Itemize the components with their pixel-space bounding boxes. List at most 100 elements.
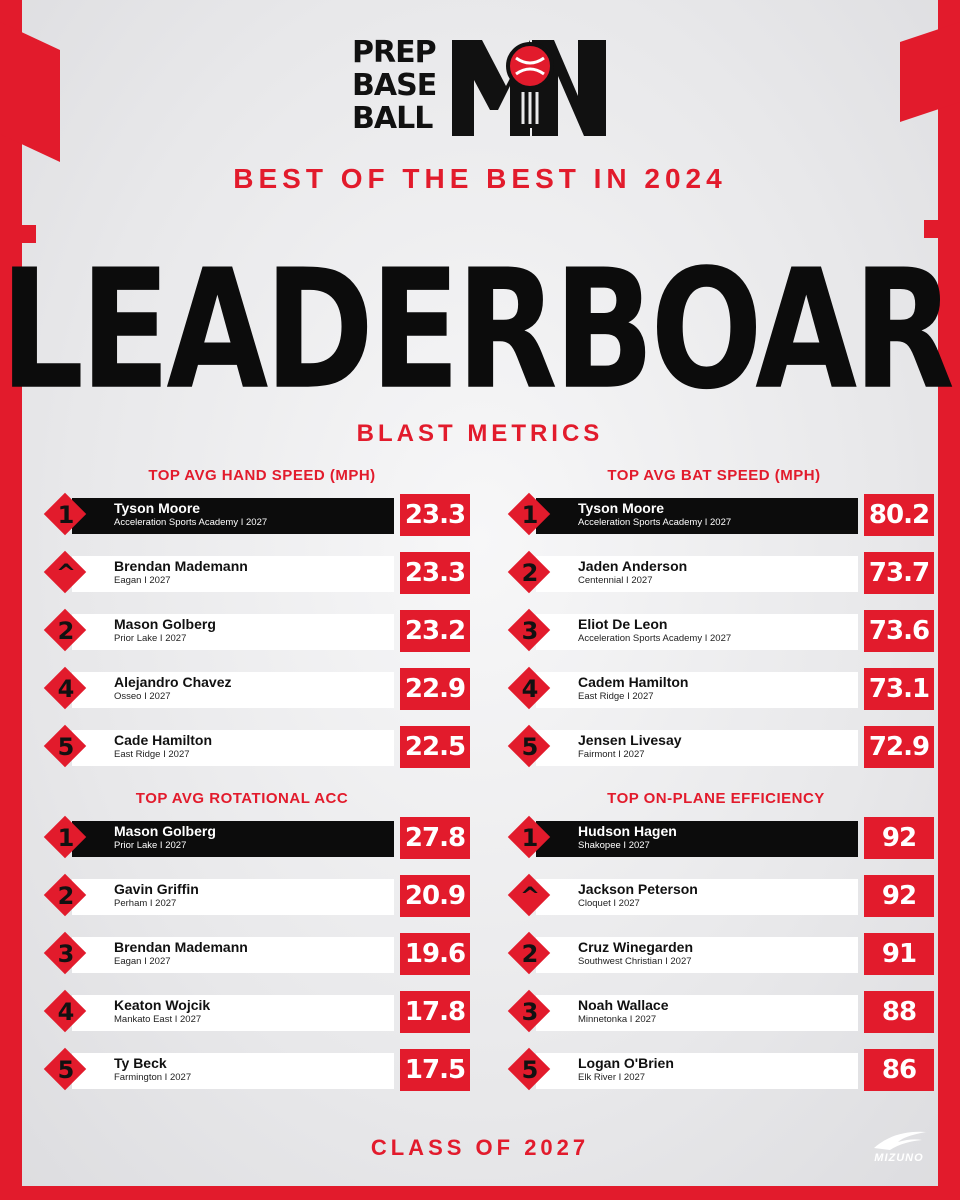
player-school: Eagan I 2027	[114, 575, 171, 586]
metric-value: 92	[864, 817, 934, 859]
player-name: Cruz Winegarden	[578, 939, 693, 955]
row-bar	[536, 937, 858, 973]
sponsor-name: MIZUNO	[874, 1152, 924, 1164]
metric-value: 73.7	[864, 552, 934, 594]
player-name: Mason Golberg	[114, 823, 216, 839]
metric-value: 20.9	[400, 875, 470, 917]
player-name: Gavin Griffin	[114, 881, 199, 897]
rank-badge: 2	[43, 608, 87, 652]
player-name: Jackson Peterson	[578, 881, 698, 897]
left-border	[0, 0, 22, 1200]
player-school: Perham I 2027	[114, 898, 177, 909]
rank-badge: ^	[43, 550, 87, 594]
player-name: Hudson Hagen	[578, 823, 677, 839]
rank-number: 5	[57, 1056, 75, 1084]
rank-badge: 2	[507, 550, 551, 594]
leaderboard-row: 1 Tyson Moore Acceleration Sports Academ…	[506, 492, 934, 536]
leaderboard-row: 2 Cruz Winegarden Southwest Christian I …	[506, 931, 934, 975]
rank-number: 1	[521, 501, 539, 529]
player-name: Keaton Wojcik	[114, 997, 211, 1013]
row-bar	[536, 1053, 858, 1089]
leaderboard-row: 1 Tyson Moore Acceleration Sports Academ…	[42, 492, 470, 536]
metric-value: 91	[864, 933, 934, 975]
page-title: LEADERBOARD	[0, 234, 960, 427]
row-bar	[536, 821, 858, 857]
logo-line: BALL	[352, 101, 433, 136]
player-school: Acceleration Sports Academy I 2027	[114, 517, 268, 528]
row-bar	[72, 672, 394, 708]
rank-number: 4	[57, 675, 75, 703]
leaderboard-row: 4 Cadem Hamilton East Ridge I 2027 73.1	[506, 666, 934, 710]
panel-title: TOP ON-PLANE EFFICIENCY	[607, 790, 825, 807]
mizuno-runbird-icon	[874, 1131, 926, 1150]
player-name: Cadem Hamilton	[578, 674, 689, 690]
metric-value: 80.2	[864, 494, 934, 536]
rank-badge: 5	[43, 1047, 87, 1091]
rank-number: 5	[57, 733, 75, 761]
rank-number: 3	[57, 940, 75, 968]
row-bar	[72, 937, 394, 973]
rank-number: 1	[57, 501, 75, 529]
player-name: Tyson Moore	[578, 500, 665, 516]
metric-value: 23.3	[400, 552, 470, 594]
row-bar	[72, 879, 394, 915]
mn-logo-icon	[452, 40, 606, 136]
row-bar	[72, 730, 394, 766]
rank-number: 2	[57, 882, 75, 910]
rank-number: 2	[57, 617, 75, 645]
logo-line: PREP	[352, 35, 437, 70]
rank-number: ^	[519, 882, 541, 910]
leaderboard-row: 2 Jaden Anderson Centennial I 2027 73.7	[506, 550, 934, 594]
leaderboard-row: ^ Brendan Mademann Eagan I 2027 23.3	[42, 550, 470, 594]
rank-badge: 5	[507, 1047, 551, 1091]
leaderboard-row: 5 Logan O'Brien Elk River I 2027 86	[506, 1047, 934, 1091]
player-name: Brendan Mademann	[114, 939, 248, 955]
row-bar	[72, 1053, 394, 1089]
player-school: Acceleration Sports Academy I 2027	[578, 633, 732, 644]
player-name: Tyson Moore	[114, 500, 201, 516]
panel-title: TOP AVG BAT SPEED (MPH)	[607, 467, 821, 484]
row-bar	[72, 821, 394, 857]
player-name: Jensen Livesay	[578, 732, 682, 748]
player-name: Brendan Mademann	[114, 558, 248, 574]
row-bar	[536, 556, 858, 592]
row-bar	[536, 730, 858, 766]
leaderboard-row: ^ Jackson Peterson Cloquet I 2027 92	[506, 873, 934, 917]
footer-class-label: CLASS OF 2027	[370, 1135, 590, 1160]
prep-baseball-logo: PREP BASE BALL	[352, 36, 612, 140]
rank-number: 5	[521, 733, 539, 761]
player-school: East Ridge I 2027	[114, 749, 190, 760]
row-bar	[72, 498, 394, 534]
rank-number: 4	[57, 998, 75, 1026]
leaderboard-row: 3 Brendan Mademann Eagan I 2027 19.6	[42, 931, 470, 975]
rank-badge: 1	[507, 492, 551, 536]
panel-title: TOP AVG HAND SPEED (MPH)	[148, 467, 376, 484]
player-school: Cloquet I 2027	[578, 898, 640, 909]
leaderboard-row: 5 Jensen Livesay Fairmont I 2027 72.9	[506, 724, 934, 768]
leaderboard-row: 2 Mason Golberg Prior Lake I 2027 23.2	[42, 608, 470, 652]
leaderboard-row: 4 Keaton Wojcik Mankato East I 2027 17.8	[42, 989, 470, 1033]
leaderboard-row: 5 Cade Hamilton East Ridge I 2027 22.5	[42, 724, 470, 768]
leaderboard-row: 1 Hudson Hagen Shakopee I 2027 92	[506, 815, 934, 859]
player-school: Elk River I 2027	[578, 1072, 646, 1083]
player-name: Cade Hamilton	[114, 732, 213, 748]
metric-value: 22.5	[400, 726, 470, 768]
player-school: Prior Lake I 2027	[114, 840, 187, 851]
rank-number: 4	[521, 675, 539, 703]
left-notch	[22, 225, 36, 243]
rank-number: 2	[521, 940, 539, 968]
player-school: Centennial I 2027	[578, 575, 653, 586]
right-border	[938, 0, 960, 1200]
leaderboard-row: 1 Mason Golberg Prior Lake I 2027 27.8	[42, 815, 470, 859]
logo-wordmark: PREP BASE BALL	[352, 36, 452, 135]
leaderboard-row: 3 Noah Wallace Minnetonka I 2027 88	[506, 989, 934, 1033]
rank-badge: 3	[507, 989, 551, 1033]
panel-title: TOP AVG ROTATIONAL ACC	[135, 790, 349, 807]
rank-number: 1	[57, 824, 75, 852]
metric-value: 19.6	[400, 933, 470, 975]
metric-value: 23.3	[400, 494, 470, 536]
player-school: Minnetonka I 2027	[578, 1014, 657, 1025]
section-title: BLAST METRICS	[356, 420, 604, 447]
rank-badge: 1	[43, 815, 87, 859]
